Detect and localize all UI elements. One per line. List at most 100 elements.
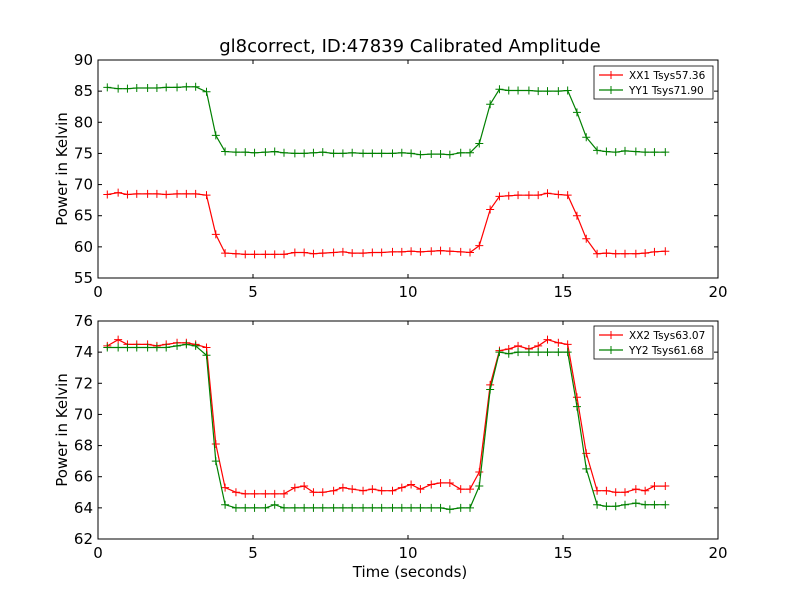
top-series-1-point bbox=[143, 189, 152, 198]
bottom-series-2-point bbox=[162, 343, 171, 352]
top-series-1-point bbox=[221, 249, 230, 258]
bottom-series-2-point bbox=[202, 351, 211, 360]
top-series-2-point bbox=[318, 148, 327, 157]
bottom-series-2-point bbox=[348, 503, 357, 512]
top-series-1-point bbox=[602, 249, 611, 258]
bottom-series-2-point bbox=[572, 402, 581, 411]
top-series-2-point bbox=[641, 148, 650, 157]
top-series-2-point bbox=[621, 146, 629, 155]
bottom-x-tick-label: 5 bbox=[248, 544, 258, 562]
bottom-series-1-point bbox=[359, 486, 368, 495]
bottom-series-2-point bbox=[445, 505, 454, 514]
bottom-series-2-point bbox=[318, 503, 327, 512]
top-series-2-point bbox=[348, 148, 357, 157]
bottom-y-tick-label: 74 bbox=[74, 343, 93, 361]
top-series-1-point bbox=[261, 250, 270, 259]
top-series-1-point bbox=[543, 189, 552, 198]
top-series-2-point bbox=[290, 149, 299, 158]
bottom-series-1-point bbox=[543, 335, 552, 344]
bottom-x-axis-label: Time (seconds) bbox=[352, 563, 468, 581]
top-series-2-point bbox=[182, 82, 191, 91]
top-legend-box bbox=[593, 65, 714, 100]
top-series-1-point bbox=[241, 250, 250, 259]
bottom-series-2-point bbox=[388, 503, 397, 512]
top-series-1-point bbox=[377, 248, 386, 257]
bottom-legend-marker-1 bbox=[607, 331, 615, 339]
top-series-2-point bbox=[114, 84, 123, 93]
top-series-1-point bbox=[270, 250, 279, 259]
top-series-2-point bbox=[486, 100, 495, 109]
bottom-series-2-point bbox=[650, 500, 659, 509]
top-series-1-point bbox=[250, 250, 259, 259]
bottom-series-1-point bbox=[407, 480, 416, 489]
bottom-y-tick-label: 66 bbox=[74, 468, 93, 486]
bottom-series-1-point bbox=[309, 488, 318, 497]
bottom-series-1-point bbox=[348, 485, 357, 494]
bottom-series-2-point bbox=[338, 503, 347, 512]
bottom-series-2-point bbox=[554, 348, 563, 357]
bottom-series-2-point bbox=[621, 500, 629, 509]
top-series-1-point bbox=[191, 189, 200, 198]
bottom-series-2-point bbox=[631, 499, 640, 508]
top-x-tick-label: 0 bbox=[93, 283, 103, 301]
bottom-series-2-point bbox=[359, 503, 368, 512]
top-series-1-point bbox=[572, 211, 581, 220]
top-series-1-point bbox=[359, 249, 368, 258]
top-series-2-point bbox=[416, 150, 425, 159]
top-y-tick-label: 55 bbox=[74, 269, 93, 287]
bottom-series-2-point bbox=[661, 500, 670, 509]
bottom-series-1-point bbox=[631, 485, 640, 494]
bottom-series-1-point bbox=[221, 483, 230, 492]
top-series-1-point bbox=[427, 247, 436, 256]
top-series-2-point bbox=[582, 133, 591, 142]
bottom-series-2-point bbox=[152, 343, 161, 352]
bottom-series-1-line bbox=[107, 339, 666, 495]
top-y-tick-label: 85 bbox=[74, 82, 93, 100]
top-series-1-point bbox=[445, 247, 454, 256]
top-x-tick-label: 5 bbox=[248, 283, 258, 301]
bottom-series-2-point bbox=[611, 502, 620, 511]
top-series-2-point bbox=[309, 148, 318, 157]
top-series-1-point bbox=[563, 191, 572, 200]
bottom-series-2-point bbox=[495, 348, 504, 357]
top-series-1-point bbox=[368, 248, 377, 257]
bottom-series-2-point bbox=[524, 348, 533, 357]
top-series-2-point bbox=[593, 146, 602, 155]
bottom-legend-marker-2 bbox=[607, 346, 615, 354]
bottom-series-1-point bbox=[611, 488, 620, 497]
bottom-series-1-point bbox=[572, 393, 581, 402]
bottom-series-1-point bbox=[270, 489, 279, 498]
bottom-series-2-point bbox=[602, 502, 611, 511]
bottom-series-1-point bbox=[329, 486, 338, 495]
bottom-series-1-point bbox=[338, 483, 347, 492]
bottom-x-tick-label: 0 bbox=[93, 544, 103, 562]
top-series-2-point bbox=[650, 148, 659, 157]
top-series-2-point bbox=[388, 149, 397, 158]
top-series-1-point bbox=[162, 190, 171, 199]
top-series-2-point bbox=[445, 150, 454, 159]
bottom-series-1-point bbox=[202, 343, 211, 352]
bottom-series-2-point bbox=[290, 503, 299, 512]
bottom-series-1-point bbox=[436, 478, 445, 487]
top-series-2-point bbox=[280, 148, 288, 157]
top-y-tick-label: 65 bbox=[74, 207, 93, 225]
top-series-2-point bbox=[456, 148, 465, 157]
top-series-1-point bbox=[641, 249, 650, 258]
bottom-series-2-point bbox=[582, 464, 591, 473]
bottom-series-2-point bbox=[270, 500, 279, 509]
top-series-1-point bbox=[280, 250, 288, 259]
top-series-2-point bbox=[572, 108, 581, 117]
top-series-2-point bbox=[524, 86, 533, 95]
top-series-2-point bbox=[132, 84, 141, 93]
bottom-series-1-point bbox=[388, 486, 397, 495]
top-series-1-point bbox=[611, 249, 620, 258]
bottom-series-1-point bbox=[290, 483, 299, 492]
bottom-series-1-point bbox=[602, 486, 611, 495]
top-series-1-point bbox=[290, 248, 299, 257]
top-series-2-point bbox=[338, 149, 347, 158]
top-series-2-point bbox=[661, 148, 670, 157]
top-series-2-point bbox=[543, 87, 552, 96]
top-legend-label-2: YY1 Tsys71.90 bbox=[628, 85, 704, 97]
top-series-2-point bbox=[611, 148, 620, 157]
bottom-y-tick-label: 70 bbox=[74, 405, 93, 423]
